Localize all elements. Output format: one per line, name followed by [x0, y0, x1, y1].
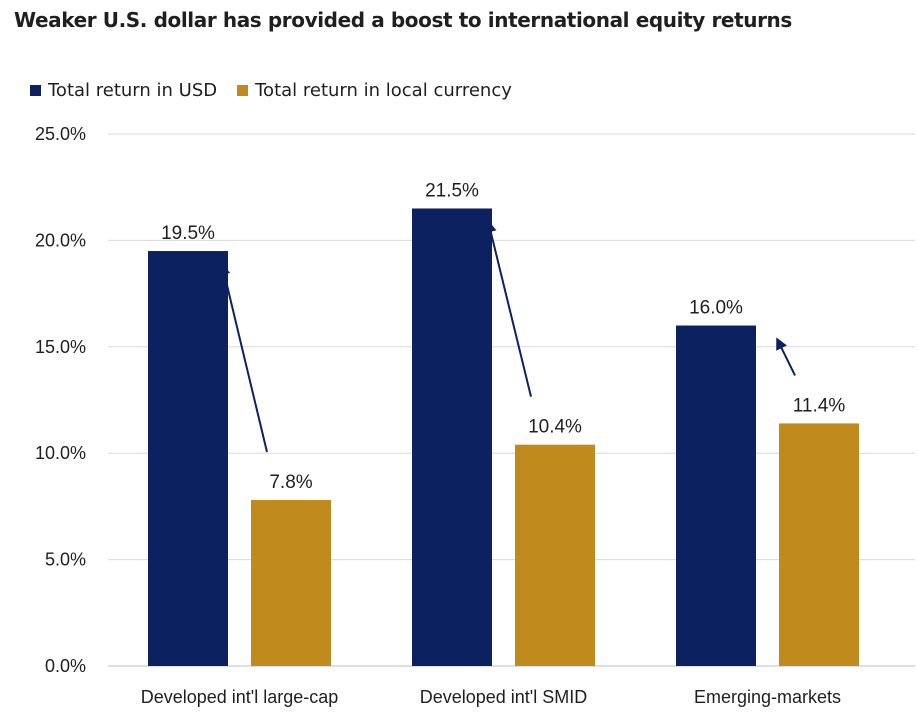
- y-tick-label: 0.0%: [45, 656, 86, 676]
- data-label: 21.5%: [425, 180, 479, 201]
- arrow-annotation: [776, 337, 796, 376]
- y-tick-label: 15.0%: [35, 337, 86, 357]
- data-label: 10.4%: [528, 417, 582, 438]
- legend-label-local: Total return in local currency: [255, 80, 512, 101]
- bar-usd: [412, 208, 492, 667]
- y-axis-ticks: 0.0% 5.0% 10.0% 15.0% 20.0% 25.0%: [35, 124, 86, 676]
- arrow-annotation: [218, 262, 268, 453]
- legend-swatch-usd: [30, 85, 41, 96]
- legend-swatch-local: [237, 85, 249, 96]
- y-tick-label: 20.0%: [35, 230, 86, 250]
- chart-legend: Total return in USD Total return in loca…: [30, 80, 532, 101]
- y-tick-label: 25.0%: [35, 124, 86, 144]
- data-label: 16.0%: [689, 298, 743, 319]
- x-axis-ticks: Developed int'l large-cap Developed int'l…: [141, 687, 841, 707]
- chart-title: Weaker U.S. dollar has provided a boost …: [14, 8, 792, 32]
- bar-local-currency: [251, 500, 331, 666]
- data-label: 7.8%: [269, 472, 312, 493]
- x-tick-label: Developed int'l SMID: [420, 687, 588, 707]
- bar-local-currency: [779, 423, 859, 666]
- x-tick-label: Emerging-markets: [694, 687, 841, 707]
- bar-local-currency: [515, 444, 595, 666]
- y-tick-label: 10.0%: [35, 443, 86, 463]
- arrows: [218, 220, 796, 453]
- data-label: 11.4%: [793, 395, 846, 416]
- legend-label-usd: Total return in USD: [48, 80, 218, 101]
- legend-item-usd: Total return in USD: [30, 80, 217, 101]
- y-tick-label: 5.0%: [45, 550, 86, 570]
- arrow-annotation: [484, 220, 532, 397]
- data-label: 19.5%: [161, 223, 215, 244]
- bars: [148, 208, 859, 667]
- bar-usd: [676, 325, 756, 666]
- legend-item-local: Total return in local currency: [237, 80, 512, 101]
- data-labels: 19.5% 7.8% 21.5% 10.4% 16.0% 11.4%: [161, 180, 845, 493]
- bar-usd: [148, 251, 228, 667]
- x-tick-label: Developed int'l large-cap: [141, 687, 339, 707]
